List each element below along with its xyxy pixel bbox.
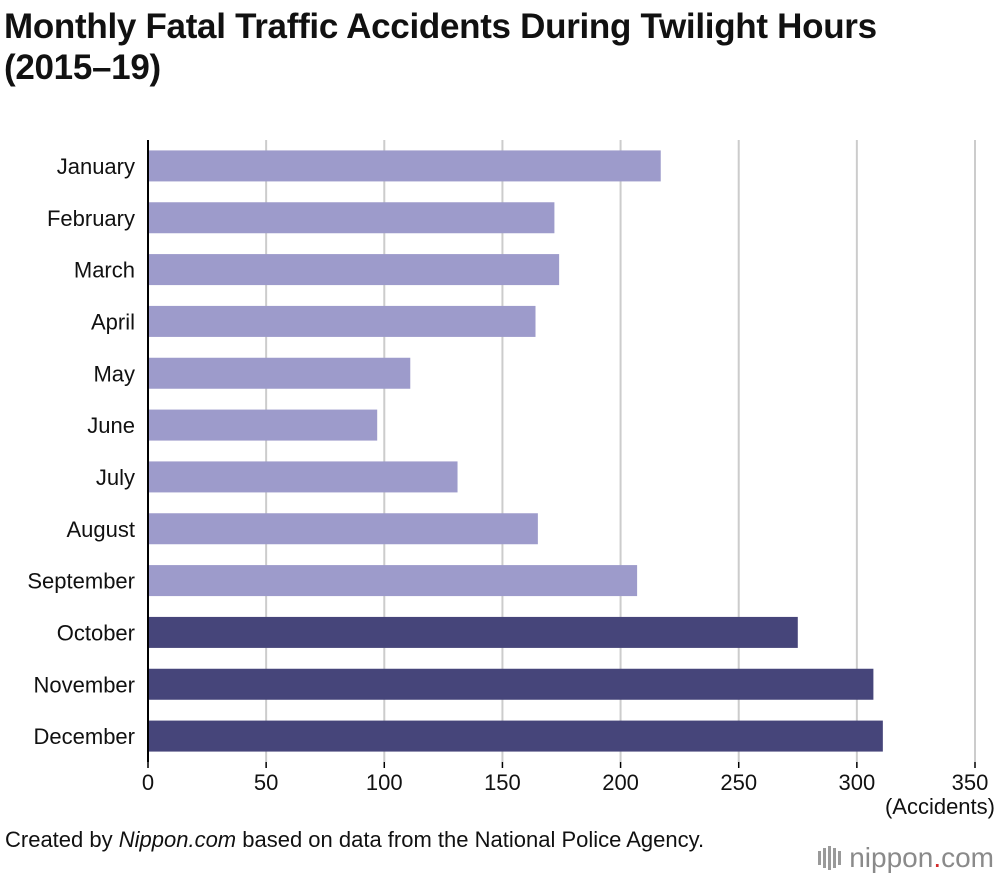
- category-label-january: January: [57, 154, 135, 179]
- category-label-september: September: [27, 569, 135, 594]
- category-label-may: May: [93, 361, 135, 386]
- x-tick-label-350: 350: [952, 770, 989, 795]
- category-label-october: October: [57, 620, 135, 645]
- category-label-april: April: [91, 309, 135, 334]
- x-tick-label-50: 50: [254, 770, 278, 795]
- chart-title-line2: (2015–19): [4, 48, 161, 87]
- bar-chart: January February March April May June July Augu…: [27, 140, 995, 819]
- source-suffix: based on data from the National Police A…: [236, 827, 705, 852]
- category-label-february: February: [47, 206, 135, 231]
- x-axis-label: (Accidents): [885, 794, 995, 819]
- grid-lines: [265, 140, 976, 762]
- category-label-june: June: [87, 413, 135, 438]
- source-site: Nippon.com: [118, 827, 237, 852]
- category-labels: January February March April May June July Augu…: [27, 154, 135, 749]
- bar-april: [148, 305, 536, 337]
- bar-january: [148, 150, 661, 182]
- bar-july: [148, 461, 458, 493]
- x-tick-label-0: 0: [142, 770, 154, 795]
- x-tick-label-250: 250: [720, 770, 757, 795]
- bar-march: [148, 254, 560, 286]
- logo-dot: .: [933, 842, 942, 873]
- category-label-november: November: [34, 672, 135, 697]
- logo-name: nippon: [849, 842, 934, 873]
- source-prefix: Created by: [5, 827, 119, 852]
- category-label-august: August: [67, 517, 136, 542]
- source-note: Created by Nippon.com based on data from…: [5, 826, 725, 853]
- logo-bars-icon: [818, 846, 842, 870]
- x-tick-label-100: 100: [366, 770, 403, 795]
- x-tick-label-150: 150: [484, 770, 521, 795]
- bar-june: [148, 409, 378, 441]
- chart-title-line1: Monthly Fatal Traffic Accidents During T…: [4, 7, 877, 46]
- category-label-july: July: [96, 465, 135, 490]
- nippon-logo: nippon. com: [818, 842, 994, 874]
- bar-october: [148, 616, 798, 648]
- bar-december: [148, 720, 883, 752]
- x-tick-label-200: 200: [602, 770, 639, 795]
- bar-november: [148, 668, 874, 700]
- bars: [148, 150, 883, 752]
- bar-may: [148, 357, 411, 389]
- chart-title: Monthly Fatal Traffic Accidents During T…: [4, 6, 994, 88]
- x-tick-label-300: 300: [838, 770, 875, 795]
- x-tick-labels: 0 50 100 150 200 250 300 350: [142, 762, 988, 795]
- logo-tld: com: [941, 842, 994, 873]
- bar-september: [148, 565, 638, 597]
- bar-february: [148, 202, 555, 234]
- category-label-december: December: [34, 724, 135, 749]
- bar-august: [148, 513, 538, 545]
- category-label-march: March: [74, 258, 135, 283]
